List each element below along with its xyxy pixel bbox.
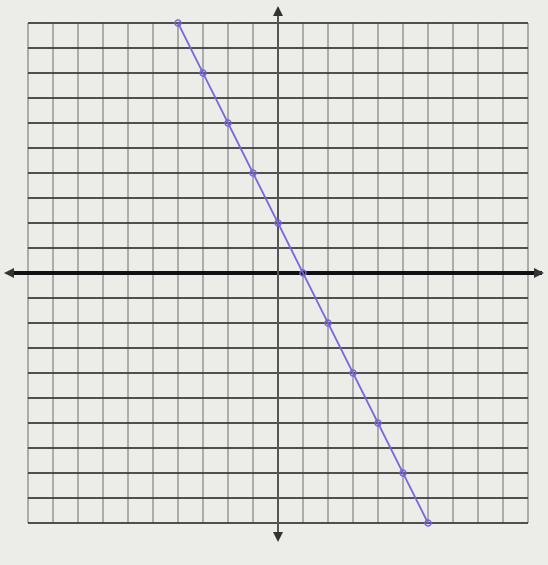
paper bbox=[0, 0, 548, 565]
graph bbox=[0, 0, 548, 565]
